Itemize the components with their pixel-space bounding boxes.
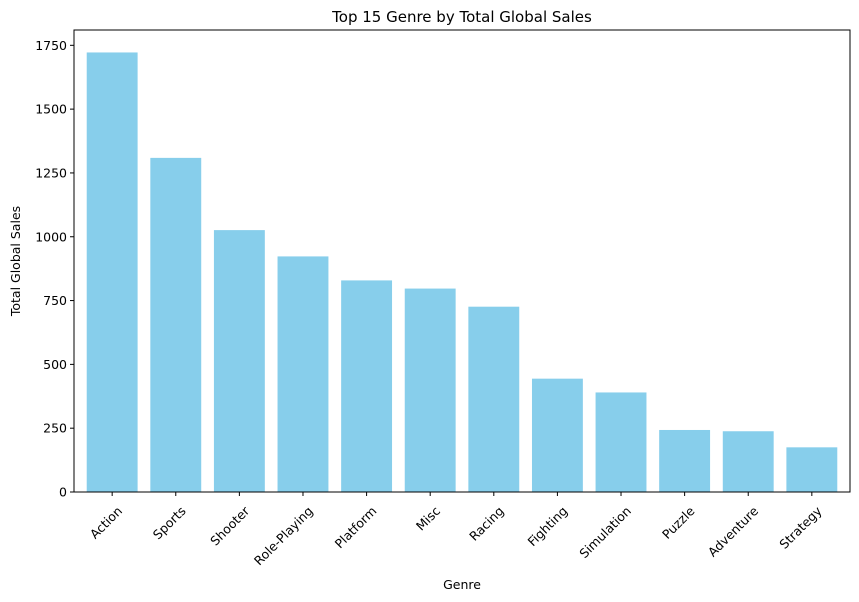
y-tick-label: 1750	[35, 38, 67, 53]
y-tick-label: 250	[43, 421, 67, 436]
bar-racing	[468, 306, 520, 492]
x-tick-label: Racing	[466, 503, 507, 544]
axes-frame	[73, 29, 851, 493]
y-tick-label: 1500	[35, 102, 67, 117]
x-tick-label: Shooter	[207, 503, 253, 549]
x-tick-label: Fighting	[524, 503, 570, 549]
bar-strategy	[786, 447, 838, 492]
bar-fighting	[531, 378, 583, 492]
y-axis-label: Total Global Sales	[8, 206, 23, 317]
x-tick-label: Adventure	[705, 503, 762, 560]
bar-role-playing	[277, 256, 329, 492]
y-tick-label: 1000	[35, 229, 67, 244]
plot-area: 0 250 500 750 1000 1250 1500 1750 Action Sports Sh…	[35, 29, 851, 568]
bar-simulation	[595, 392, 647, 492]
bar-misc	[404, 288, 456, 492]
bar-sports	[150, 157, 202, 492]
x-tick-label: Sports	[150, 503, 189, 542]
x-tick-label: Misc	[413, 503, 443, 533]
y-tick-label: 500	[43, 357, 67, 372]
x-tick-label: Simulation	[576, 503, 634, 561]
x-tick-label: Action	[87, 503, 125, 541]
x-tick-label: Platform	[332, 503, 380, 551]
x-axis-label: Genre	[443, 577, 481, 592]
y-tick-label: 750	[43, 293, 67, 308]
bar-action	[86, 52, 138, 493]
bar-platform	[341, 280, 393, 492]
bar-adventure	[722, 431, 774, 492]
y-tick-label: 0	[59, 485, 67, 500]
x-tick-label: Role-Playing	[251, 503, 316, 568]
chart-title: Top 15 Genre by Total Global Sales	[331, 8, 592, 26]
x-tick-label: Puzzle	[659, 503, 698, 542]
bar-puzzle	[659, 429, 711, 492]
y-tick-label: 1250	[35, 165, 67, 180]
x-tick-label: Strategy	[776, 503, 825, 552]
bar-shooter	[213, 230, 265, 493]
